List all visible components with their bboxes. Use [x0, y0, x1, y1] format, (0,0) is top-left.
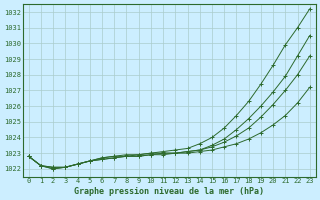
X-axis label: Graphe pression niveau de la mer (hPa): Graphe pression niveau de la mer (hPa) [74, 187, 264, 196]
